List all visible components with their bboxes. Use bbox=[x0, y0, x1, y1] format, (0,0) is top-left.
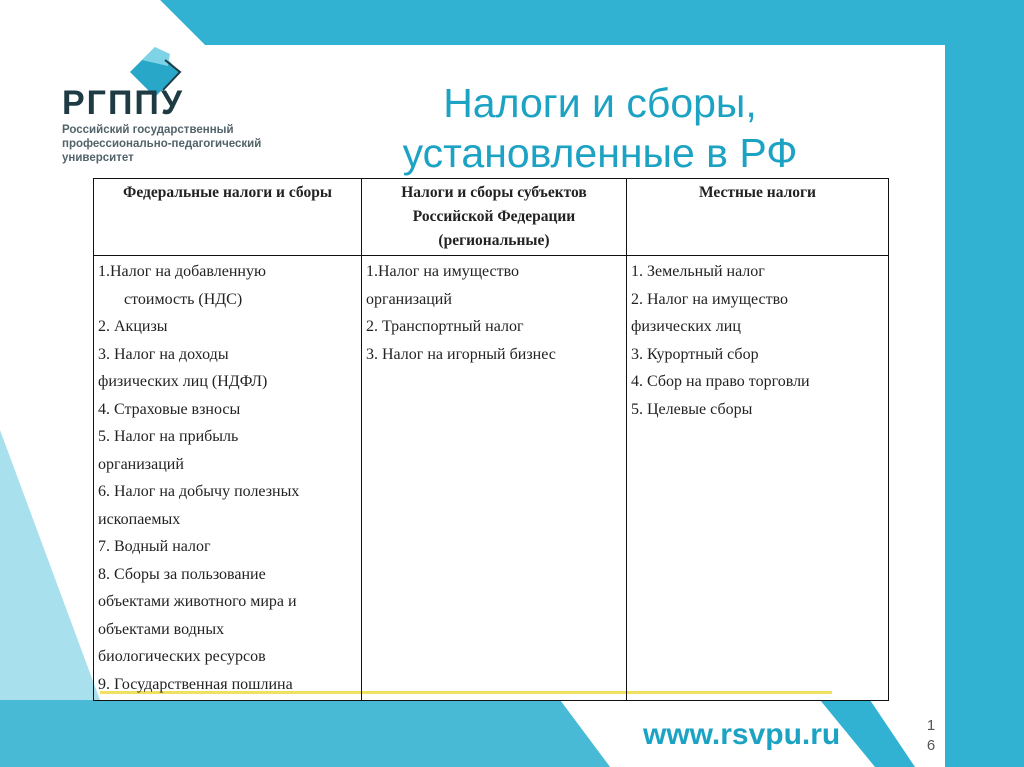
list-item: 3. Курортный сбор bbox=[631, 345, 759, 363]
list-item: объектами животного мира и bbox=[98, 593, 297, 610]
list-item: организаций bbox=[366, 290, 452, 308]
list-item: 4. Сбор на право торговли bbox=[631, 373, 810, 390]
table-row: 1.Налог на добавленную стоимость (НДС) 2. … bbox=[93, 255, 889, 701]
list-item: 8. Сборы за пользование bbox=[98, 565, 266, 583]
list-item: объектами водных bbox=[98, 620, 225, 638]
list-item: стоимость (НДС) bbox=[124, 290, 243, 308]
logo-subtitle-line: профессионально-педагогический bbox=[62, 138, 262, 150]
regional-cell: 1.Налог на имущество организаций 2. Трансп… bbox=[361, 255, 627, 701]
page-number: 1 6 bbox=[925, 716, 937, 756]
list-item: 3. Налог на игорный бизнес bbox=[366, 345, 556, 363]
list-item: ископаемых bbox=[98, 510, 181, 528]
list-item: 1.Налог на имущество bbox=[366, 263, 520, 280]
title-line: Налоги и сборы, bbox=[443, 80, 757, 126]
list-item: 1.Налог на добавленную bbox=[98, 263, 266, 280]
list-item: биологических ресурсов bbox=[98, 648, 266, 665]
list-item: 2. Акцизы bbox=[98, 318, 168, 335]
logo-abbr: РГППУ bbox=[62, 84, 184, 122]
table-header-row: Федеральные налоги и сборы Налоги и сбор… bbox=[93, 178, 889, 256]
list-item: 4. Страховые взносы bbox=[98, 400, 241, 418]
list-item: 2. Налог на имущество bbox=[631, 290, 789, 308]
list-item: 6. Налог на добычу полезных bbox=[98, 483, 300, 500]
taxes-table: Федеральные налоги и сборы Налоги и сбор… bbox=[93, 178, 889, 701]
title-line: установленные в РФ bbox=[402, 130, 798, 176]
list-item: 3. Налог на доходы bbox=[98, 345, 229, 363]
list-item: 7. Водный налог bbox=[98, 538, 211, 555]
list-item: 9. Государственная пошлина bbox=[98, 675, 293, 693]
federal-cell: 1.Налог на добавленную стоимость (НДС) 2. … bbox=[93, 255, 362, 701]
list-item: 1. Земельный налог bbox=[631, 263, 765, 280]
website-url[interactable]: www.rsvpu.ru bbox=[643, 718, 841, 751]
header-federal: Федеральные налоги и сборы bbox=[93, 178, 362, 256]
logo-subtitle-line: Российский государственный bbox=[62, 124, 234, 136]
page-digit: 6 bbox=[926, 737, 936, 754]
page-title: Налоги и сборы, установленные в РФ bbox=[330, 78, 870, 178]
header-local: Местные налоги bbox=[626, 178, 889, 256]
logo-subtitle: Российский государственный профессиональ… bbox=[62, 123, 261, 165]
list-item: 5. Налог на прибыль bbox=[98, 428, 239, 445]
list-item: физических лиц bbox=[631, 318, 741, 335]
list-item: 5. Целевые сборы bbox=[631, 400, 753, 418]
list-item: 2. Транспортный налог bbox=[366, 318, 524, 335]
list-item: организаций bbox=[98, 455, 184, 473]
logo-subtitle-line: университет bbox=[62, 152, 134, 164]
header-regional: Налоги и сборы субъектов Российской Феде… bbox=[361, 178, 627, 256]
local-cell: 1. Земельный налог 2. Налог на имущество ф… bbox=[626, 255, 889, 701]
logo-icon bbox=[130, 47, 182, 97]
page-digit: 1 bbox=[926, 717, 936, 734]
list-item: физических лиц (НДФЛ) bbox=[98, 373, 268, 390]
